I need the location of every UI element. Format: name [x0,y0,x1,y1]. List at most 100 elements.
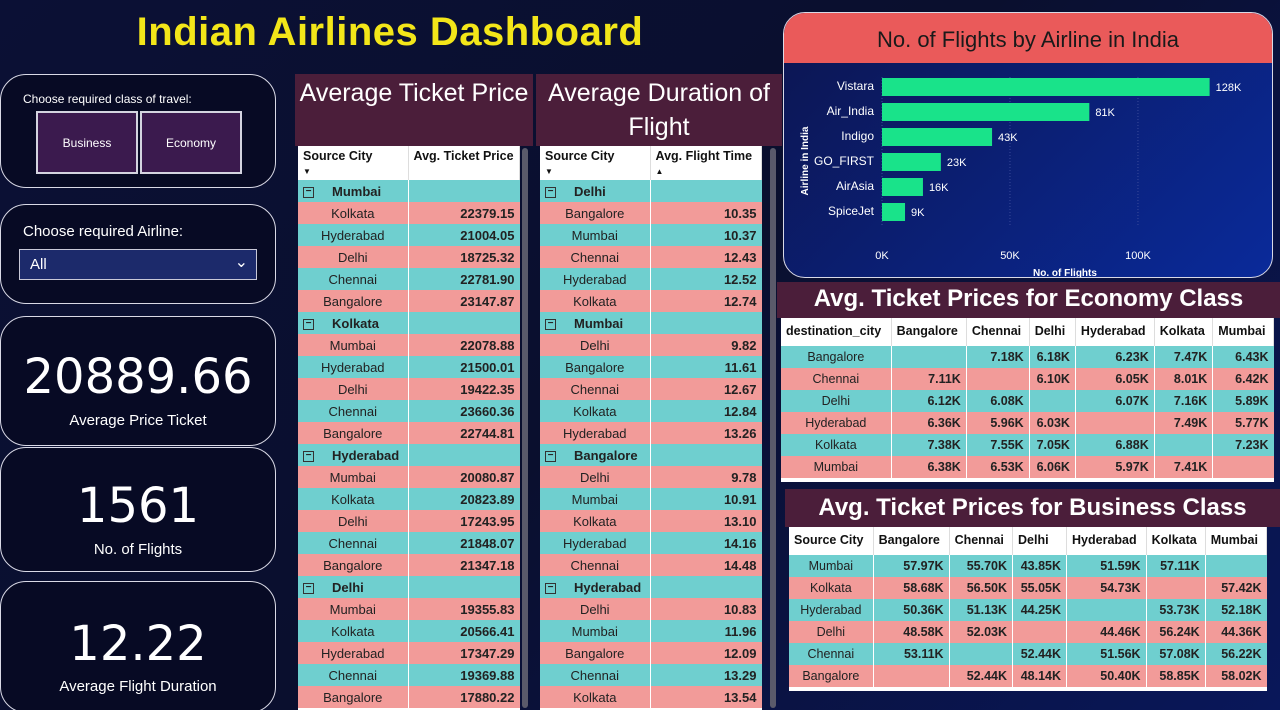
duration-group-row[interactable]: − Hyderabad [540,576,762,598]
price-group-label: Mumbai [332,183,382,199]
flights-bar-chart: Airline in India 0K 50K 100K No. of Flights V… [800,77,1242,277]
kpi-flights-card: 1561 No. of Flights [0,447,276,572]
flights-chart-card: No. of Flights by Airline in India Airli… [783,12,1273,278]
economy-col-header[interactable]: Kolkata [1154,318,1214,346]
economy-cell [1028,390,1076,412]
duration-group-row[interactable]: − Delhi [540,180,762,202]
duration-table-title: Average Duration of Flight [536,74,782,146]
business-cell: 51.59K [1066,555,1147,577]
price-col-source[interactable]: Source City ▼ [298,146,409,180]
business-col-header[interactable]: Mumbai [1205,527,1267,555]
duration-row-city: Bangalore [540,202,650,224]
economy-cell: 6.18K [1028,346,1076,368]
collapse-icon[interactable]: − [303,318,314,330]
collapse-icon[interactable]: − [545,450,556,462]
price-row-value: 22078.88 [407,334,520,356]
business-cell [1145,577,1206,599]
x-tick-label: 0K [875,250,889,262]
business-col-header[interactable]: Kolkata [1146,527,1206,555]
price-row-value: 17243.95 [407,510,520,532]
business-col-header[interactable]: Chennai [949,527,1014,555]
category-label: AirAsia [836,179,874,193]
price-row-value: 19355.83 [407,598,520,620]
price-row-city: Delhi [298,246,408,268]
duration-table-scrollbar[interactable] [770,148,776,708]
duration-row-value: 12.67 [649,378,762,400]
duration-row: Delhi 9.78 [540,466,762,488]
airline-dropdown[interactable]: All ⌄ [19,249,257,280]
duration-row-value: 14.16 [649,532,762,554]
economy-matrix-title: Avg. Ticket Prices for Economy Class [777,282,1280,318]
price-group-row[interactable]: − Delhi [298,576,520,598]
kpi-avg-price-value: 20889.66 [23,349,253,405]
business-button[interactable]: Business [36,111,138,174]
economy-col-header[interactable]: Hyderabad [1075,318,1155,346]
economy-cell: 7.05K [1028,434,1076,456]
business-col-header[interactable]: Bangalore [873,527,950,555]
price-row: Mumbai 20080.87 [298,466,520,488]
business-row-label: Bangalore [789,665,874,687]
price-row: Delhi 19422.35 [298,378,520,400]
price-row: Kolkata 20566.41 [298,620,520,642]
duration-row-value: 11.96 [649,620,762,642]
price-row-value: 21004.05 [407,224,520,246]
collapse-icon[interactable]: − [545,582,556,594]
economy-cell: 7.41K [1153,456,1213,478]
duration-row-value: 12.74 [649,290,762,312]
duration-row: Chennai 14.48 [540,554,762,576]
economy-col-header[interactable]: Delhi [1029,318,1076,346]
economy-col-header[interactable]: Chennai [966,318,1030,346]
duration-col-value[interactable]: Avg. Flight Time ▲ [650,146,762,180]
business-col-header[interactable]: Source City [789,527,874,555]
economy-cell: 7.38K [890,434,967,456]
duration-row: Bangalore 12.09 [540,642,762,664]
collapse-icon[interactable]: − [303,186,314,198]
collapse-icon[interactable]: − [303,450,314,462]
business-cell: 44.46K [1066,621,1147,643]
economy-cell: 5.89K [1212,390,1274,412]
business-col-header[interactable]: Delhi [1012,527,1068,555]
duration-row-value: 12.52 [649,268,762,290]
duration-group-row[interactable]: − Bangalore [540,444,762,466]
business-cell: 52.18K [1204,599,1267,621]
economy-cell: 6.23K [1074,346,1155,368]
collapse-icon[interactable]: − [545,186,556,198]
price-row-city: Hyderabad [298,356,408,378]
economy-col-header[interactable]: Bangalore [891,318,967,346]
business-cell: 54.73K [1066,577,1147,599]
business-cell [872,665,950,687]
collapse-icon[interactable]: − [545,318,556,330]
price-row-value: 22781.90 [407,268,520,290]
economy-cell: 5.96K [965,412,1030,434]
price-group-row[interactable]: − Hyderabad [298,444,520,466]
duration-row-value: 12.84 [649,400,762,422]
business-row-label: Hyderabad [789,599,874,621]
price-group-row[interactable]: − Kolkata [298,312,520,334]
economy-col-header[interactable]: destination_city [781,318,892,346]
bar [882,153,941,171]
x-tick-label: 100K [1125,250,1151,262]
price-table-scrollbar[interactable] [522,148,528,708]
business-col-header[interactable]: Hyderabad [1066,527,1147,555]
duration-col-source[interactable]: Source City ▼ [540,146,651,180]
kpi-flights-label: No. of Flights [93,541,183,558]
economy-button[interactable]: Economy [140,111,242,174]
duration-row-city: Hyderabad [540,532,650,554]
class-filter-card: Choose required class of travel: Busines… [0,74,276,188]
duration-row-city: Delhi [540,598,650,620]
bar [882,128,993,146]
business-cell: 57.11K [1145,555,1206,577]
price-row-city: Kolkata [298,620,408,642]
price-row: Chennai 22781.90 [298,268,520,290]
duration-row-city: Chennai [540,246,650,268]
economy-col-header[interactable]: Mumbai [1212,318,1274,346]
collapse-icon[interactable]: − [303,582,314,594]
business-row-label: Mumbai [789,555,874,577]
kpi-avg-price-card: 20889.66 Average Price Ticket [0,316,276,446]
duration-row: Mumbai 11.96 [540,620,762,642]
economy-cell: 6.43K [1212,346,1274,368]
duration-group-row[interactable]: − Mumbai [540,312,762,334]
business-cell: 52.44K [948,665,1013,687]
price-col-value[interactable]: Avg. Ticket Price [408,146,520,180]
price-group-row[interactable]: − Mumbai [298,180,520,202]
